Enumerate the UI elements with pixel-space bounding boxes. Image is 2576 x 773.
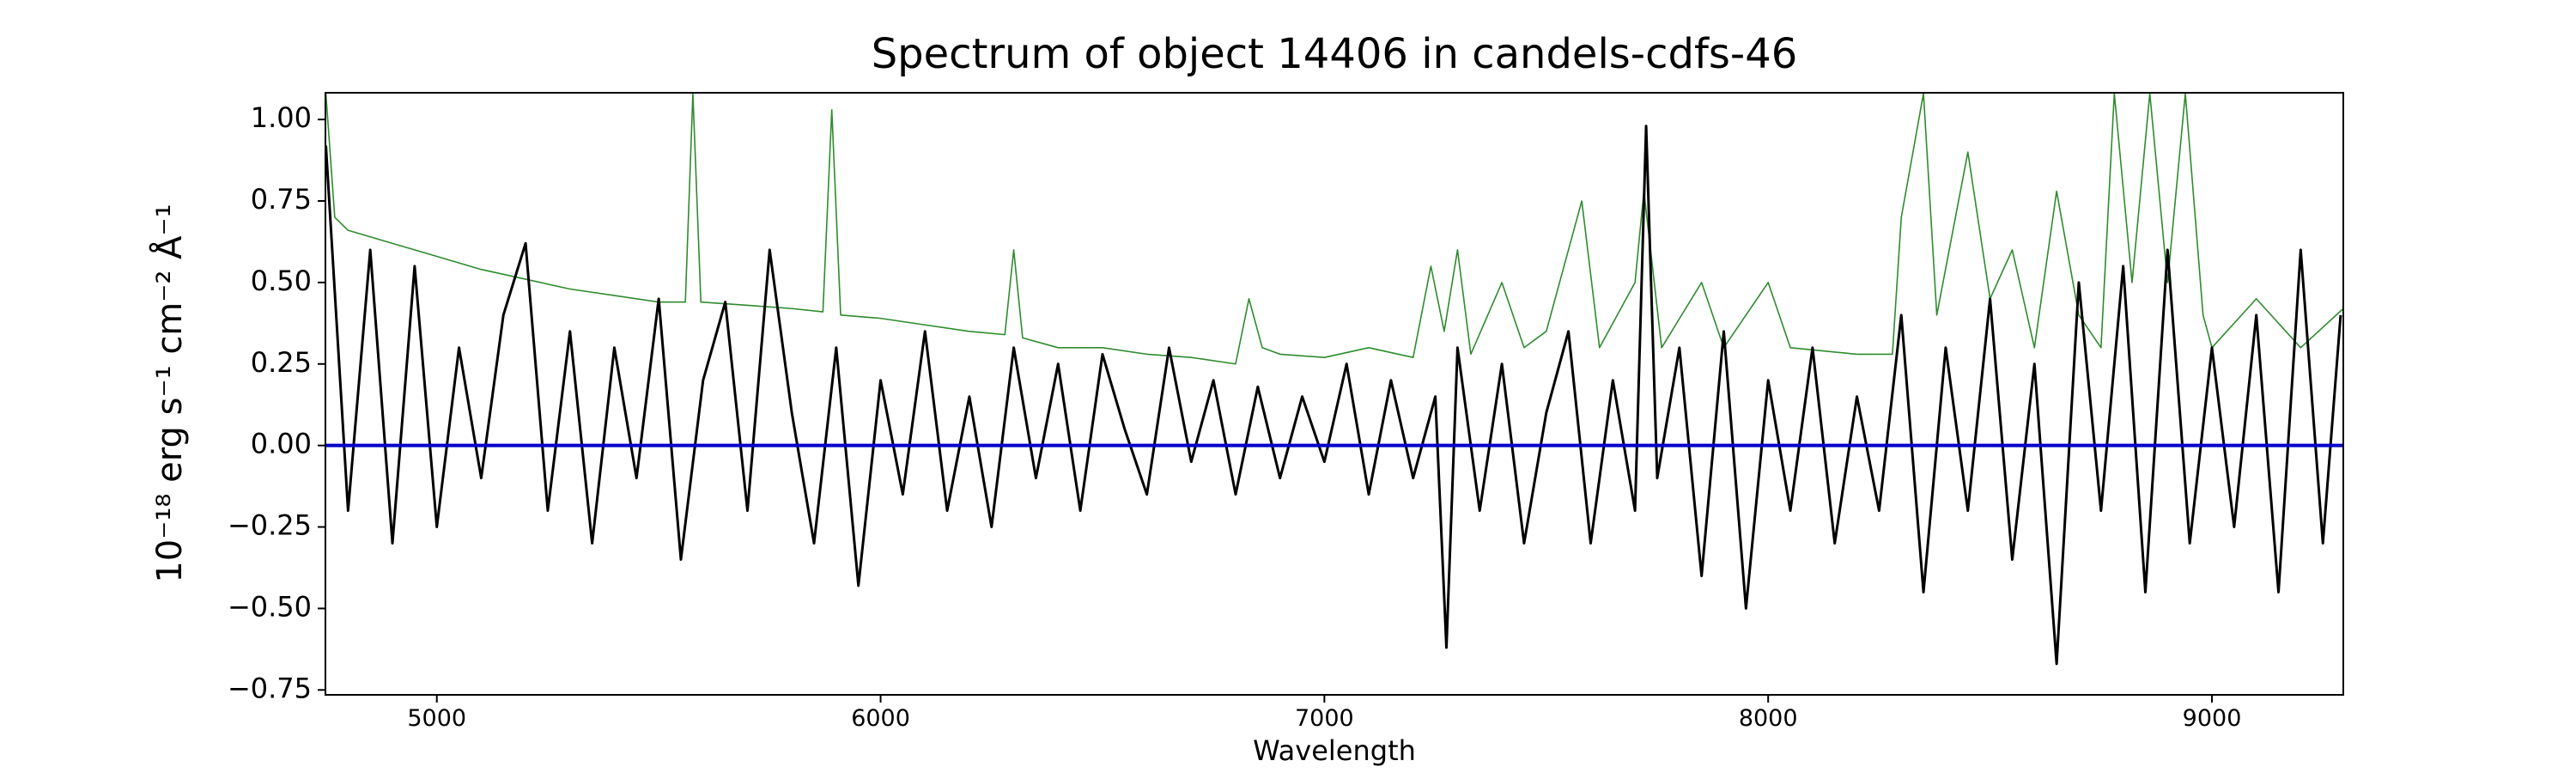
spectrum-line <box>325 93 2343 365</box>
y-tick-label: −0.50 <box>228 590 312 623</box>
x-tick-label: 5000 <box>407 705 466 732</box>
y-tick-label: −0.25 <box>228 509 312 542</box>
x-tick-label: 8000 <box>1739 705 1798 732</box>
y-tick-label: 0.75 <box>251 183 312 216</box>
y-tick-label: 0.00 <box>251 428 312 460</box>
y-tick-label: −0.75 <box>228 672 312 704</box>
axes-frame <box>325 92 2344 696</box>
y-tick-label: 0.25 <box>251 346 312 379</box>
x-tick-label: 9000 <box>2183 705 2242 732</box>
chart-title: Spectrum of object 14406 in candels-cdfs… <box>872 30 1798 78</box>
plot-area <box>325 93 2343 666</box>
y-tick-label: 0.50 <box>251 265 312 297</box>
y-tick-label: 1.00 <box>251 101 312 134</box>
x-tick-label: 7000 <box>1295 705 1354 732</box>
x-tick-label: 6000 <box>851 705 910 732</box>
x-axis-label: Wavelength <box>1253 734 1416 767</box>
y-axis-label: 10⁻¹⁸ erg s⁻¹ cm⁻² Å⁻¹ <box>149 204 190 582</box>
spectrum-line <box>325 125 2342 666</box>
